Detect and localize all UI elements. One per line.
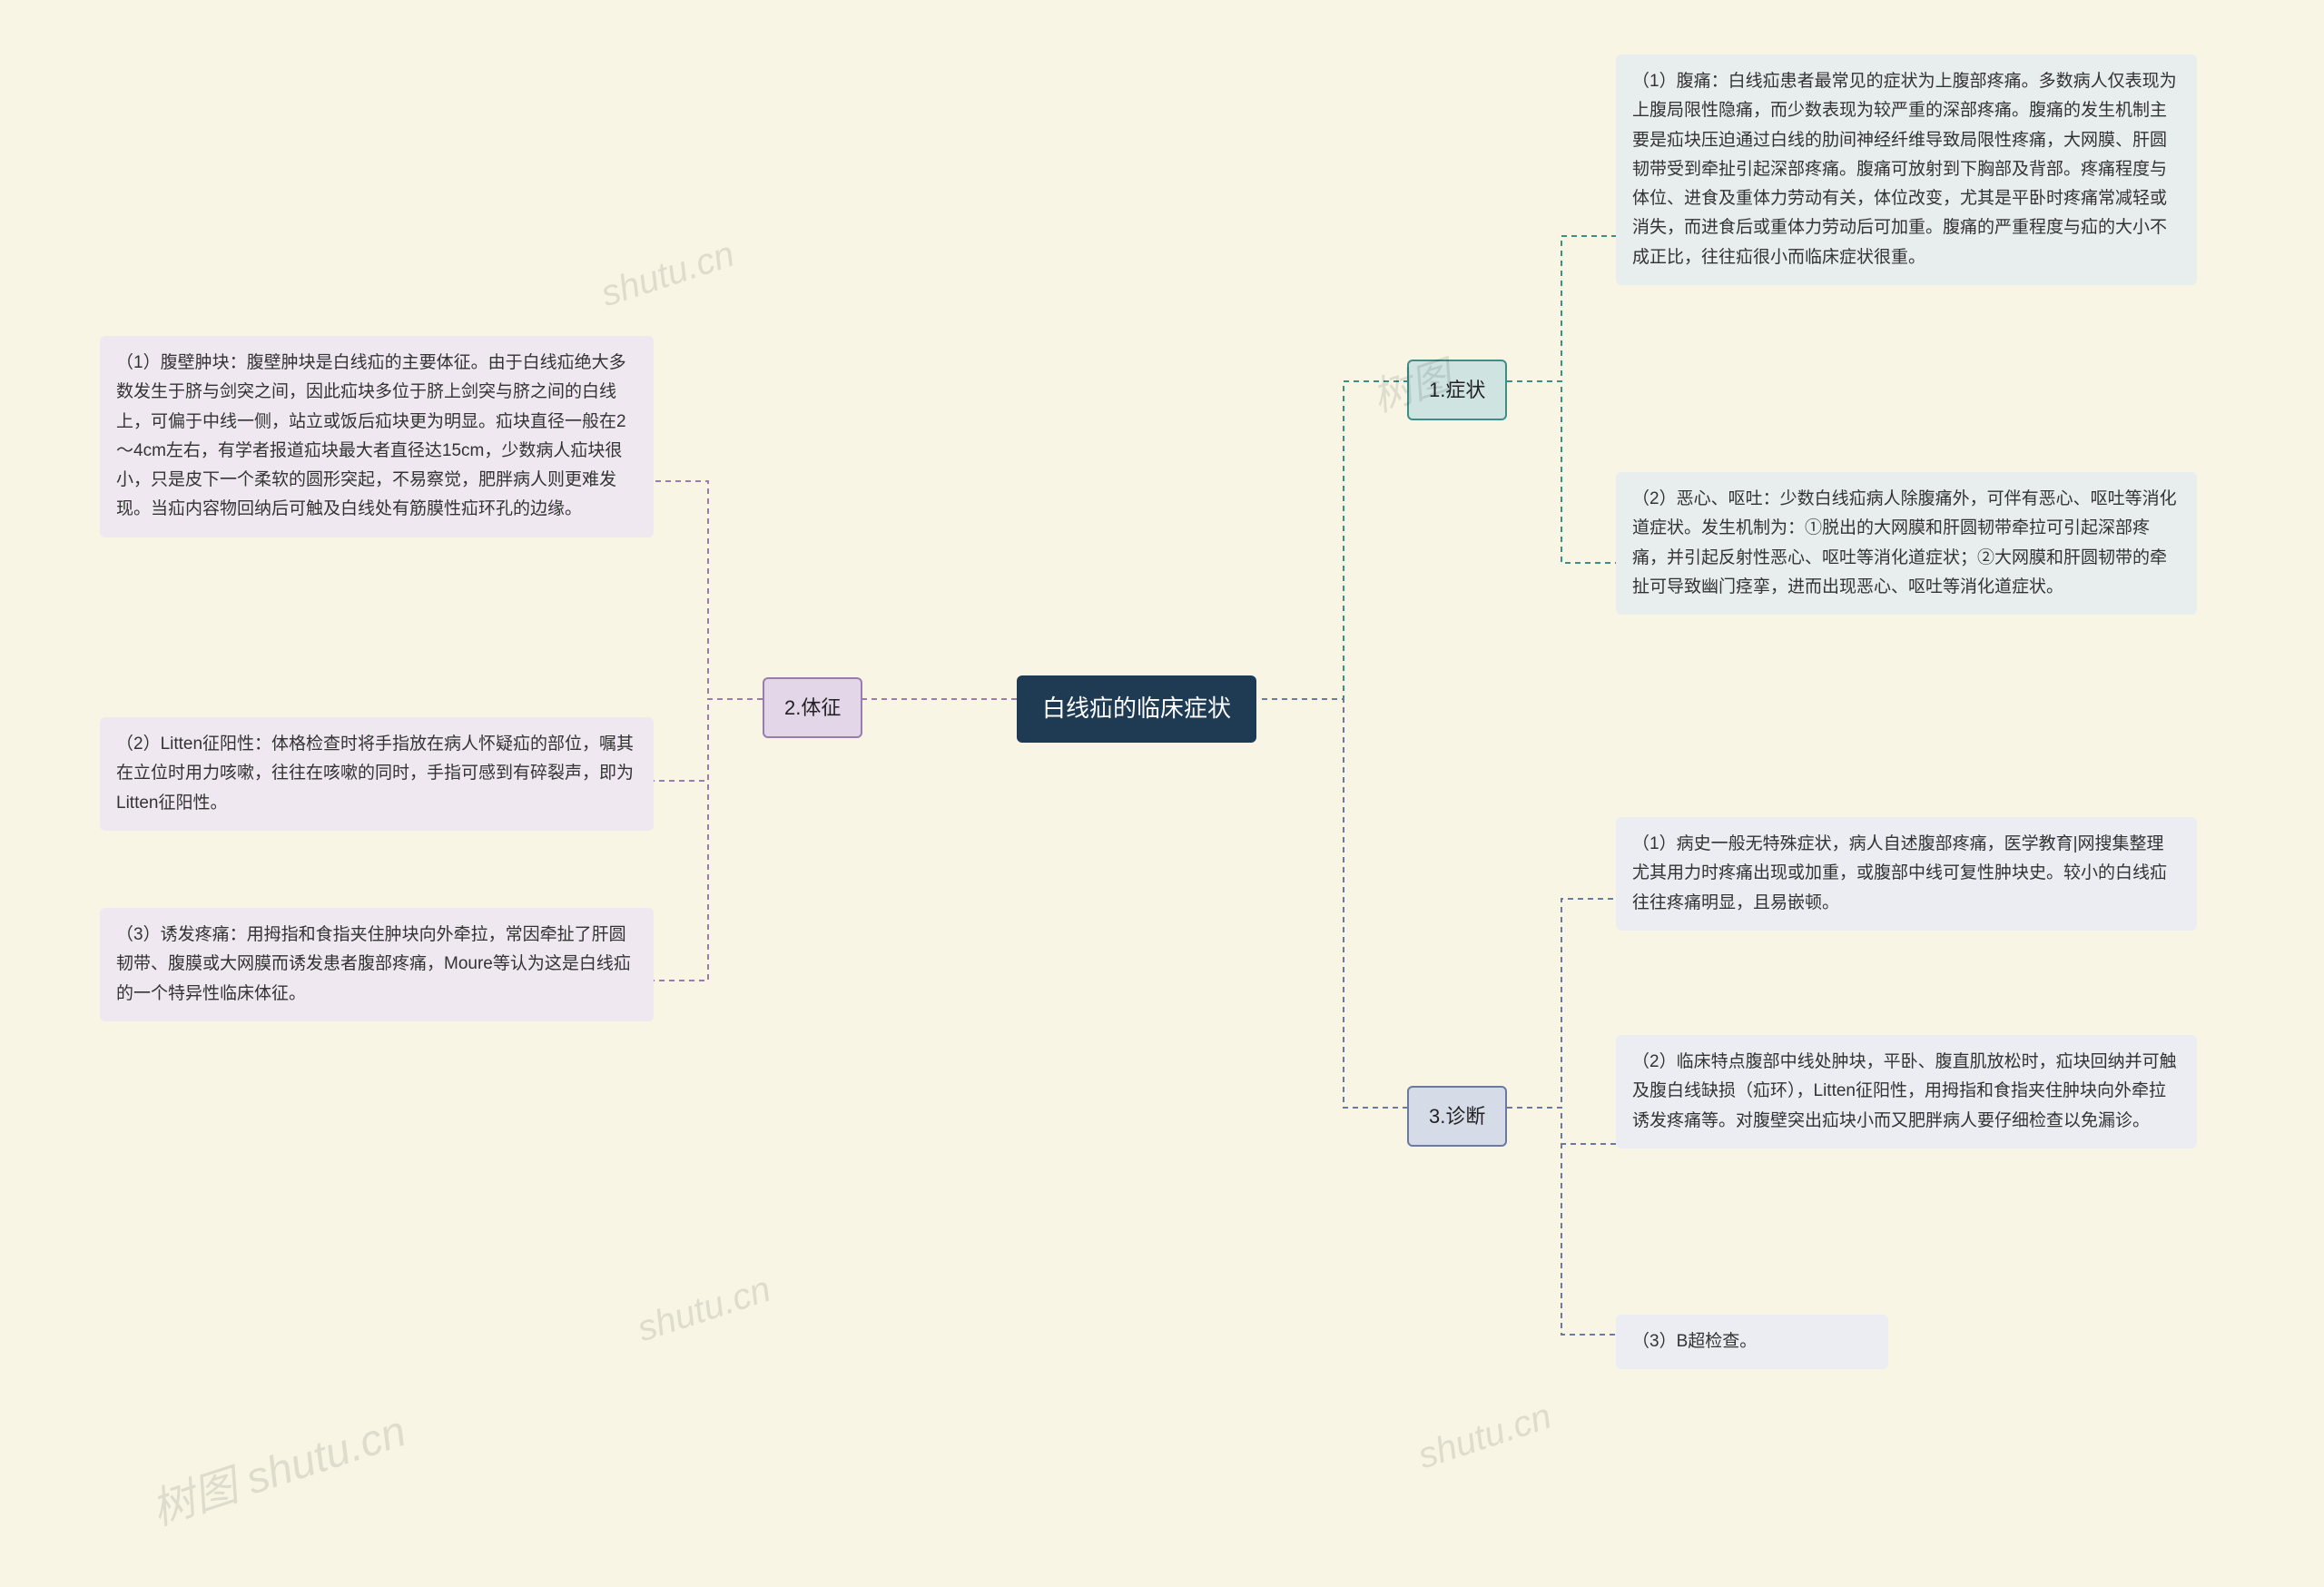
watermark: shutu.cn xyxy=(1413,1396,1557,1478)
branch-signs: 2.体征 xyxy=(763,677,862,738)
leaf-sign-1-text: （1）腹壁肿块：腹壁肿块是白线疝的主要体征。由于白线疝绝大多数发生于脐与剑突之间… xyxy=(116,353,626,518)
leaf-symptom-1-text: （1）腹痛：白线疝患者最常见的症状为上腹部疼痛。多数病人仅表现为上腹局限性隐痛，… xyxy=(1632,72,2177,267)
watermark: shutu.cn xyxy=(596,234,740,316)
leaf-sign-2-text: （2）Litten征阳性：体格检查时将手指放在病人怀疑疝的部位，嘱其在立位时用力… xyxy=(116,734,634,813)
leaf-symptom-2: （2）恶心、呕吐：少数白线疝病人除腹痛外，可伴有恶心、呕吐等消化道症状。发生机制… xyxy=(1616,472,2197,615)
branch-signs-label: 2.体征 xyxy=(784,696,841,719)
leaf-symptom-2-text: （2）恶心、呕吐：少数白线疝病人除腹痛外，可伴有恶心、呕吐等消化道症状。发生机制… xyxy=(1632,489,2177,596)
root-label: 白线疝的临床症状 xyxy=(1042,695,1231,722)
leaf-diagnosis-2: （2）临床特点腹部中线处肿块，平卧、腹直肌放松时，疝块回纳并可触及腹白线缺损（疝… xyxy=(1616,1035,2197,1148)
leaf-diagnosis-1-text: （1）病史一般无特殊症状，病人自述腹部疼痛，医学教育|网搜集整理尤其用力时疼痛出… xyxy=(1632,834,2167,912)
watermark: 树图 shutu.cn xyxy=(142,1395,412,1537)
leaf-sign-3-text: （3）诱发疼痛：用拇指和食指夹住肿块向外牵拉，常因牵扯了肝圆韧带、腹膜或大网膜而… xyxy=(116,925,631,1003)
leaf-symptom-1: （1）腹痛：白线疝患者最常见的症状为上腹部疼痛。多数病人仅表现为上腹局限性隐痛，… xyxy=(1616,54,2197,285)
leaf-diagnosis-2-text: （2）临床特点腹部中线处肿块，平卧、腹直肌放松时，疝块回纳并可触及腹白线缺损（疝… xyxy=(1632,1052,2177,1130)
watermark: shutu.cn xyxy=(633,1269,776,1351)
branch-symptoms-label: 1.症状 xyxy=(1429,379,1485,401)
leaf-sign-3: （3）诱发疼痛：用拇指和食指夹住肿块向外牵拉，常因牵扯了肝圆韧带、腹膜或大网膜而… xyxy=(100,908,654,1021)
leaf-sign-2: （2）Litten征阳性：体格检查时将手指放在病人怀疑疝的部位，嘱其在立位时用力… xyxy=(100,717,654,831)
branch-diagnosis: 3.诊断 xyxy=(1407,1086,1507,1147)
branch-symptoms: 1.症状 xyxy=(1407,360,1507,420)
leaf-sign-1: （1）腹壁肿块：腹壁肿块是白线疝的主要体征。由于白线疝绝大多数发生于脐与剑突之间… xyxy=(100,336,654,537)
branch-diagnosis-label: 3.诊断 xyxy=(1429,1105,1485,1128)
leaf-diagnosis-3-text: （3）B超检查。 xyxy=(1632,1332,1757,1351)
root-node: 白线疝的临床症状 xyxy=(1017,675,1256,743)
leaf-diagnosis-1: （1）病史一般无特殊症状，病人自述腹部疼痛，医学教育|网搜集整理尤其用力时疼痛出… xyxy=(1616,817,2197,931)
leaf-diagnosis-3: （3）B超检查。 xyxy=(1616,1315,1888,1369)
